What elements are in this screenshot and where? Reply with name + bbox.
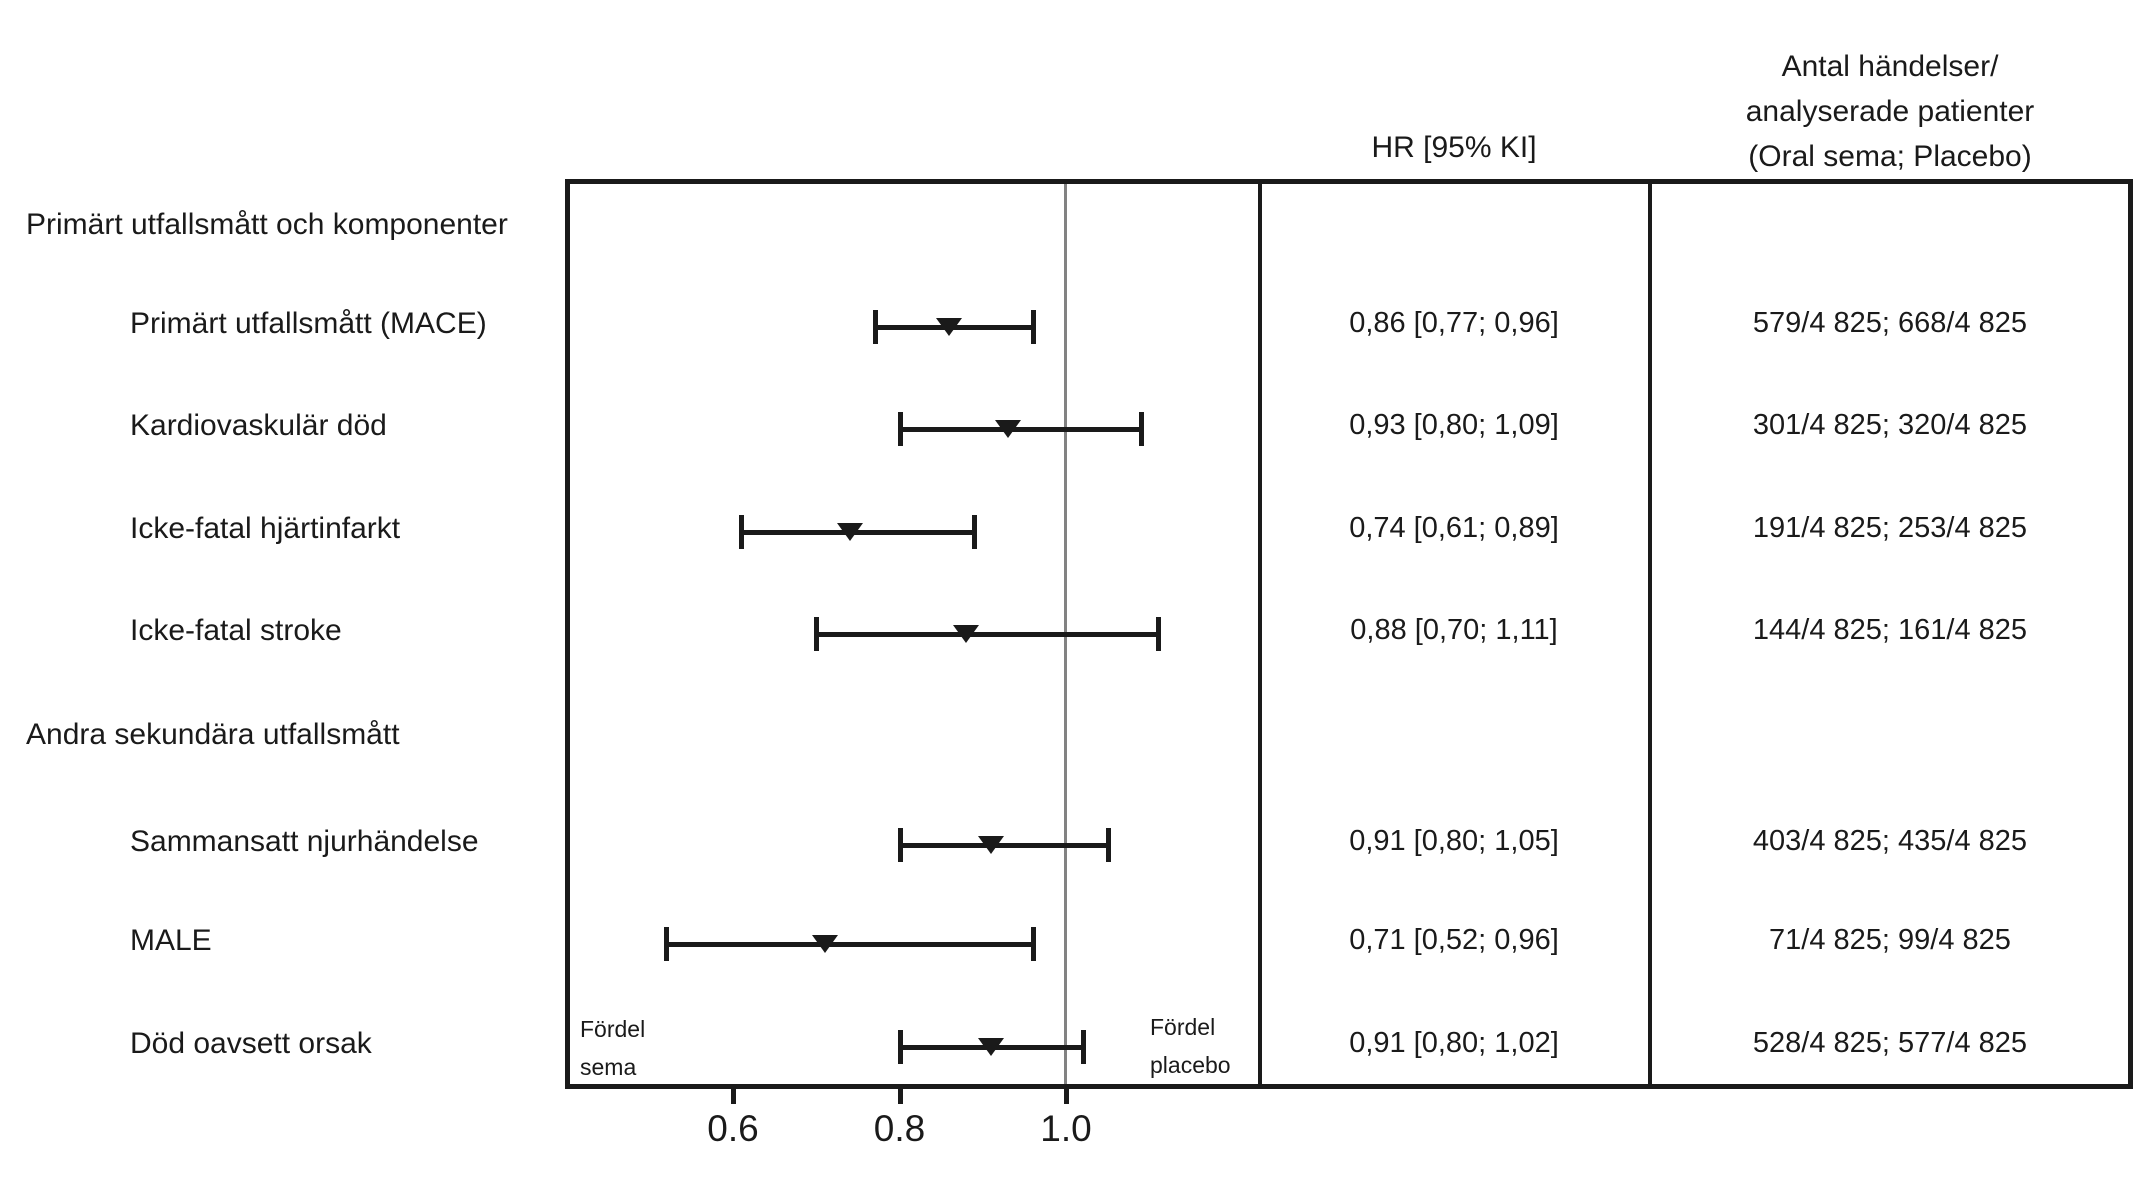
favors-sema-line1: Fördel (580, 1016, 646, 1042)
hr-value: 0,91 [0,80; 1,02] (1349, 1027, 1559, 1059)
events-column-header-line2: analyserade patienter (1745, 95, 2035, 128)
x-axis-tick-label: 0.8 (873, 1108, 926, 1149)
events-count: 144/4 825; 161/4 825 (1752, 614, 2028, 646)
hr-value: 0,91 [0,80; 1,05] (1349, 825, 1559, 857)
events-count: 528/4 825; 577/4 825 (1752, 1027, 2028, 1059)
outcome-label: Primärt utfallsmått (MACE) (130, 307, 487, 340)
column-divider-hr-events (1648, 179, 1652, 1089)
favors-placebo-line1: Fördel (1150, 1014, 1216, 1040)
hr-value: 0,88 [0,70; 1,11] (1350, 614, 1558, 646)
hr-point-marker (953, 625, 980, 643)
events-count: 403/4 825; 435/4 825 (1752, 825, 2028, 857)
outcome-label: Icke-fatal hjärtinfarkt (130, 512, 401, 545)
section-header-primary-band: Primärt utfallsmått och komponenter (10, 205, 2131, 245)
events-count: 71/4 825; 99/4 825 (1769, 924, 2011, 956)
ci-cap-upper (1030, 927, 1036, 961)
ci-cap-lower (872, 310, 878, 344)
hr-point-marker (836, 523, 863, 541)
x-axis-tick (731, 1089, 736, 1104)
ci-line (816, 632, 1158, 637)
ci-cap-lower (664, 927, 670, 961)
outcome-label: MALE (130, 924, 212, 957)
ci-cap-lower (814, 617, 820, 651)
section-header-secondary-label: Andra sekundära utfallsmått (26, 718, 400, 751)
x-axis-tick (1064, 1089, 1069, 1104)
ci-cap-upper (972, 515, 978, 549)
ci-cap-upper (1105, 828, 1111, 862)
x-axis-tick-label: 1.0 (1040, 1108, 1092, 1149)
hr-value: 0,71 [0,52; 0,96] (1349, 924, 1559, 956)
hr-value: 0,93 [0,80; 1,09] (1349, 409, 1559, 441)
ci-line (666, 942, 1033, 947)
ci-cap-upper (1080, 1030, 1086, 1064)
x-axis-tick-label: 0.6 (707, 1108, 759, 1149)
hr-point-marker (936, 318, 963, 336)
events-count: 191/4 825; 253/4 825 (1752, 512, 2028, 544)
ci-cap-lower (739, 515, 745, 549)
hr-column-header: HR [95% KI] (1371, 131, 1537, 164)
plot-frame (565, 179, 2133, 1089)
hr-point-marker (978, 1038, 1005, 1056)
hr-point-marker (811, 935, 838, 953)
ci-cap-upper (1155, 617, 1161, 651)
favors-sema-label: Fördel sema (580, 1010, 645, 1086)
events-column-header-line3: (Oral sema; Placebo) (1748, 140, 2032, 173)
ci-cap-upper (1030, 310, 1036, 344)
column-divider-plot-hr (1258, 179, 1262, 1089)
ci-cap-lower (897, 828, 903, 862)
outcome-label: Död oavsett orsak (130, 1027, 372, 1060)
ci-cap-upper (1138, 412, 1144, 446)
outcome-label: Sammansatt njurhändelse (130, 825, 479, 858)
favors-placebo-line2: placebo (1150, 1052, 1231, 1078)
outcome-label: Kardiovaskulär död (130, 409, 387, 442)
x-axis-tick (897, 1089, 903, 1104)
hr-value: 0,86 [0,77; 0,96] (1349, 307, 1559, 339)
ci-cap-lower (897, 1030, 903, 1064)
events-column-header-line1: Antal händelser/ (1781, 50, 1999, 83)
hr-point-marker (978, 836, 1005, 854)
section-header-secondary-band: Andra sekundära utfallsmått (10, 713, 2131, 757)
events-column-header: Antal händelser/ analyserade patienter (… (1630, 44, 2145, 179)
events-count: 579/4 825; 668/4 825 (1752, 307, 2028, 339)
section-header-primary-label: Primärt utfallsmått och komponenter (26, 208, 508, 241)
outcome-label: Icke-fatal stroke (130, 614, 342, 647)
events-count: 301/4 825; 320/4 825 (1752, 409, 2028, 441)
favors-placebo-label: Fördel placebo (1150, 1008, 1231, 1084)
ci-cap-lower (897, 412, 903, 446)
hr-point-marker (994, 420, 1021, 438)
hr-value: 0,74 [0,61; 0,89] (1349, 512, 1559, 544)
favors-sema-line2: sema (580, 1054, 637, 1080)
